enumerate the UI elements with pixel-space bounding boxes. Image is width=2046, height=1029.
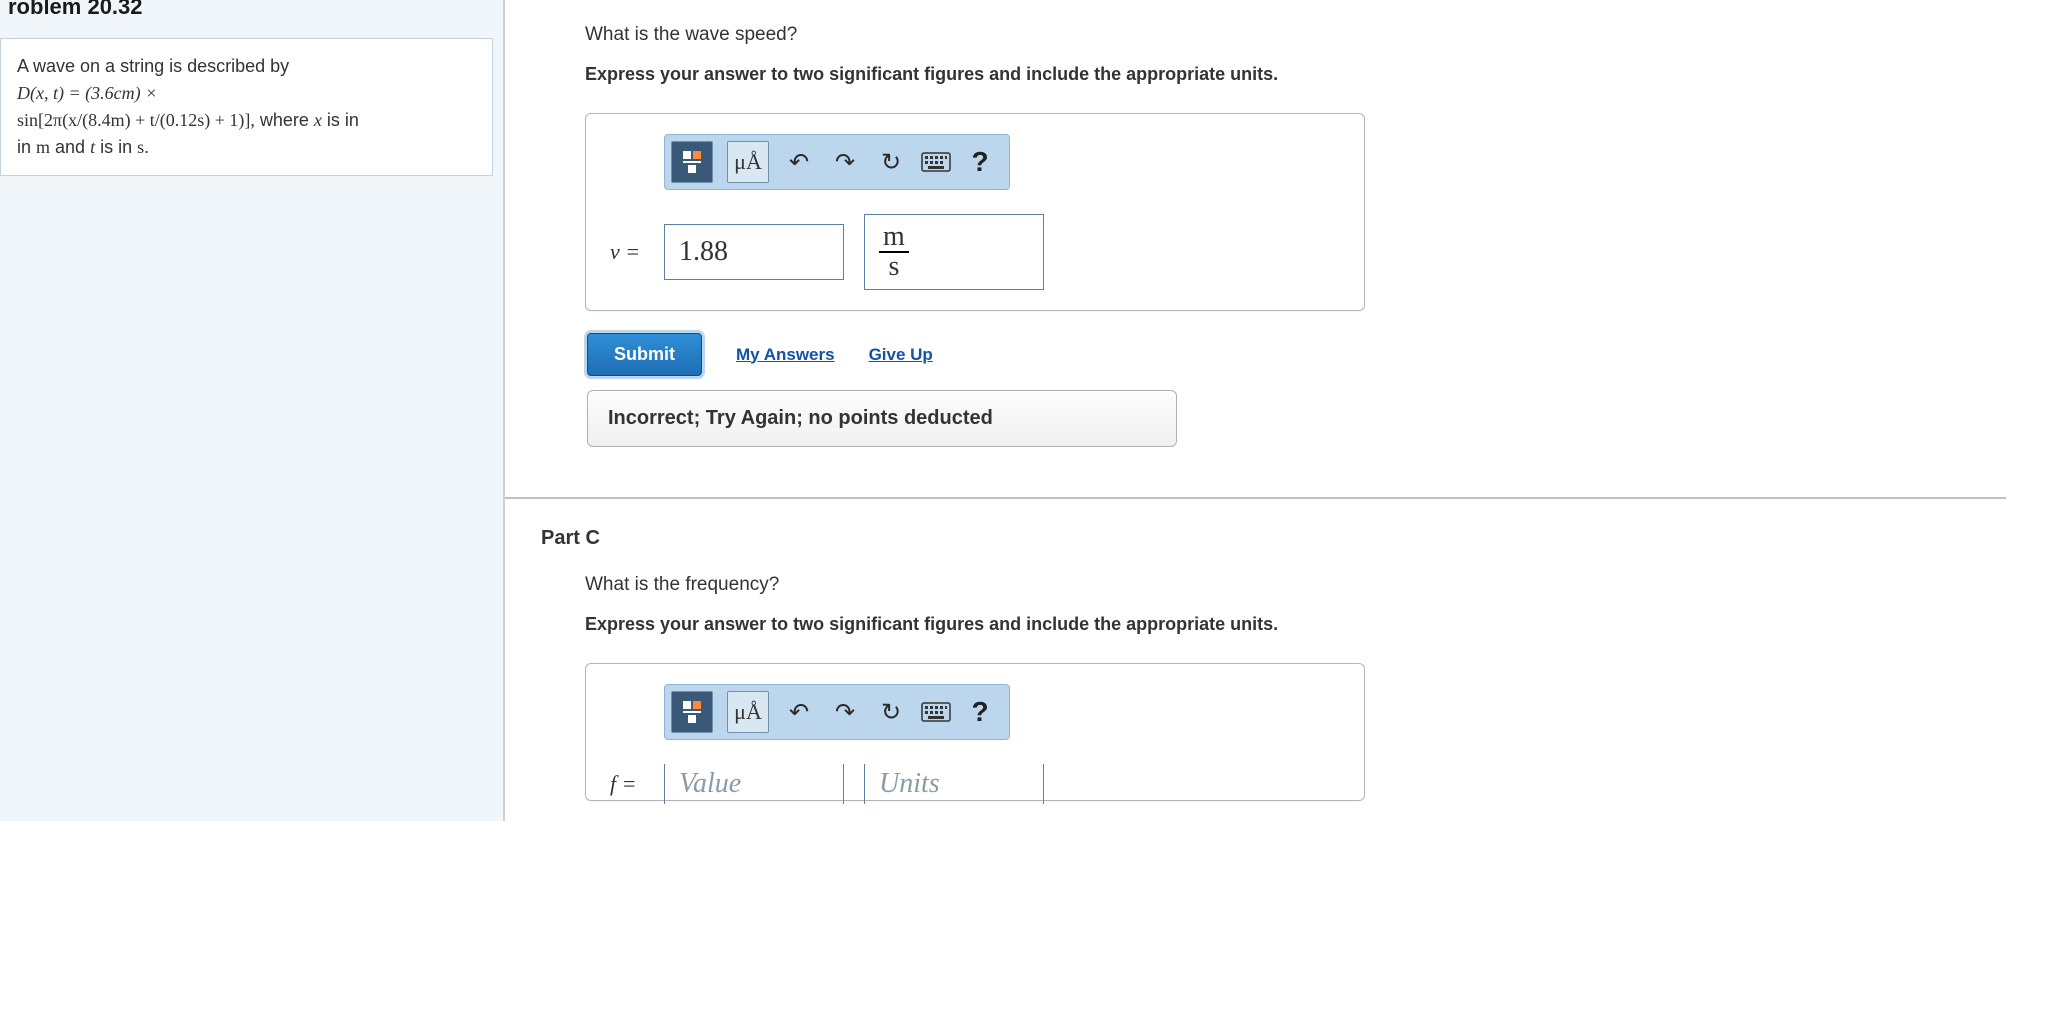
- part-c-panel: μÅ ↶ ↷ ↻ ? f = Value Units: [585, 663, 1365, 801]
- problem-number: roblem 20.32: [0, 0, 493, 28]
- fraction-template-icon[interactable]: [671, 141, 713, 183]
- problem-suffix-1: where: [260, 110, 314, 130]
- part-b-panel: μÅ ↶ ↷ ↻ ? v = 1.88 m s: [585, 113, 1365, 311]
- reset-icon[interactable]: ↻: [875, 148, 907, 177]
- part-b-toolbar: μÅ ↶ ↷ ↻ ?: [664, 134, 1010, 190]
- problem-statement: A wave on a string is described by D(x, …: [0, 38, 493, 176]
- part-b-instructions: Express your answer to two significant f…: [585, 64, 2006, 85]
- problem-period: .: [144, 137, 149, 157]
- feedback-message: Incorrect; Try Again; no points deducted: [587, 390, 1177, 447]
- give-up-link[interactable]: Give Up: [869, 345, 933, 365]
- keyboard-icon[interactable]: [921, 152, 953, 172]
- submit-button[interactable]: Submit: [587, 333, 702, 376]
- part-c-units-placeholder: Units: [879, 768, 940, 800]
- reset-icon[interactable]: ↻: [875, 698, 907, 727]
- redo-icon[interactable]: ↷: [829, 148, 861, 177]
- equation-line-2: sin[2π(x/(8.4m) + t/(0.12s) + 1)],: [17, 110, 255, 130]
- part-b-answer-row: v = 1.88 m s: [610, 214, 1340, 290]
- special-chars-icon[interactable]: μÅ: [727, 141, 769, 183]
- part-b-question: What is the wave speed?: [585, 24, 2006, 46]
- part-b-variable: v =: [610, 239, 644, 265]
- special-chars-icon[interactable]: μÅ: [727, 691, 769, 733]
- part-b-actions: Submit My Answers Give Up: [587, 333, 2006, 376]
- my-answers-link[interactable]: My Answers: [736, 345, 835, 365]
- undo-icon[interactable]: ↶: [783, 148, 815, 177]
- part-c-instructions: Express your answer to two significant f…: [585, 614, 2006, 635]
- help-icon[interactable]: ?: [967, 146, 993, 178]
- problem-suffix-2: is in: [322, 110, 359, 130]
- part-b-units-fraction: m s: [879, 223, 909, 281]
- problem-suffix-3: and: [50, 137, 90, 157]
- units-numerator: m: [879, 223, 909, 253]
- part-c-value-placeholder: Value: [679, 768, 741, 800]
- keyboard-icon[interactable]: [921, 702, 953, 722]
- part-c-answer-row: f = Value Units: [610, 764, 1340, 804]
- fraction-template-icon[interactable]: [671, 691, 713, 733]
- main-content: What is the wave speed? Express your ans…: [505, 0, 2046, 821]
- part-c-variable: f =: [610, 771, 644, 797]
- units-denominator: s: [884, 253, 903, 281]
- help-icon[interactable]: ?: [967, 696, 993, 728]
- part-c-label: Part C: [541, 527, 2006, 550]
- problem-text-prefix: A wave on a string is described by: [17, 56, 289, 76]
- var-x: x: [314, 110, 322, 130]
- undo-icon[interactable]: ↶: [783, 698, 815, 727]
- part-b-value: 1.88: [679, 236, 728, 268]
- part-b-value-input[interactable]: 1.88: [664, 224, 844, 280]
- redo-icon[interactable]: ↷: [829, 698, 861, 727]
- part-b-units-input[interactable]: m s: [864, 214, 1044, 290]
- part-c-toolbar: μÅ ↶ ↷ ↻ ?: [664, 684, 1010, 740]
- problem-suffix-4: is in: [95, 137, 137, 157]
- part-c-units-input[interactable]: Units: [864, 764, 1044, 804]
- part-c-question: What is the frequency?: [585, 574, 2006, 596]
- unit-m: m: [36, 137, 50, 157]
- problem-in: in: [17, 137, 36, 157]
- sidebar: roblem 20.32 A wave on a string is descr…: [0, 0, 505, 821]
- part-c-value-input[interactable]: Value: [664, 764, 844, 804]
- divider: [505, 497, 2006, 499]
- equation-line-1: D(x, t) = (3.6cm) ×: [17, 83, 157, 103]
